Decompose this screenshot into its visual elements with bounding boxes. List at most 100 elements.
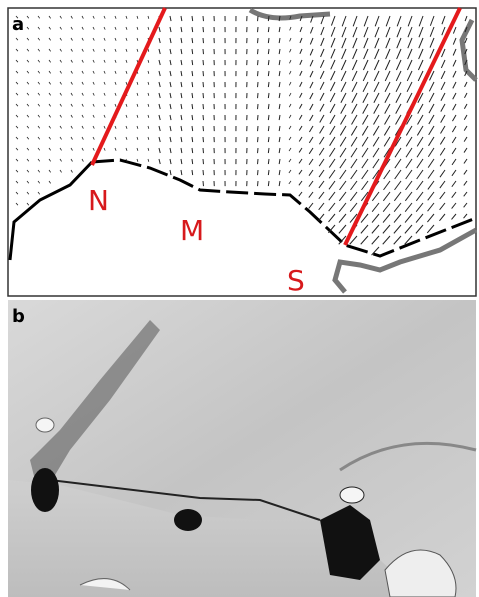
velocity-arrow xyxy=(169,59,172,66)
velocity-arrow xyxy=(267,59,270,66)
velocity-arrow xyxy=(191,147,194,154)
velocity-arrow xyxy=(371,224,380,234)
velocity-arrow xyxy=(372,147,380,158)
iceberg xyxy=(339,486,365,504)
velocity-arrow xyxy=(26,202,30,206)
velocity-arrow xyxy=(439,158,446,167)
velocity-arrow xyxy=(70,125,73,129)
velocity-arrow xyxy=(15,103,19,107)
velocity-arrow xyxy=(383,180,391,191)
velocity-arrow xyxy=(328,158,336,168)
velocity-arrow xyxy=(180,26,183,33)
velocity-arrow xyxy=(428,125,435,136)
velocity-arrow xyxy=(463,103,468,110)
velocity-arrow xyxy=(26,180,30,184)
velocity-arrow xyxy=(340,59,347,71)
velocity-arrow xyxy=(320,37,325,47)
velocity-arrow xyxy=(384,81,391,93)
velocity-arrow xyxy=(180,136,183,143)
velocity-arrow xyxy=(298,158,303,164)
velocity-arrow xyxy=(37,180,41,184)
velocity-arrow xyxy=(81,48,84,52)
velocity-arrow xyxy=(125,26,128,30)
velocity-arrow xyxy=(158,37,161,44)
velocity-arrow xyxy=(440,92,446,101)
velocity-arrow xyxy=(125,136,128,140)
velocity-arrow xyxy=(396,37,402,49)
velocity-arrow xyxy=(37,59,41,63)
velocity-arrow xyxy=(363,15,369,27)
velocity-arrow xyxy=(70,169,73,173)
velocity-arrow xyxy=(298,191,303,197)
velocity-arrow xyxy=(352,26,358,38)
velocity-arrow xyxy=(363,26,369,38)
ice-front xyxy=(49,479,321,521)
velocity-arrow xyxy=(81,15,84,19)
velocity-arrow xyxy=(289,37,292,42)
velocity-arrow xyxy=(372,169,380,180)
velocity-arrow xyxy=(418,37,424,49)
velocity-arrow xyxy=(147,114,150,118)
velocity-arrow xyxy=(114,103,117,107)
velocity-arrow xyxy=(418,48,424,60)
velocity-arrow xyxy=(103,125,106,129)
velocity-arrow xyxy=(349,235,358,245)
velocity-arrow xyxy=(451,191,457,198)
velocity-arrow xyxy=(278,158,281,165)
velocity-arrow xyxy=(191,70,194,77)
velocity-arrow xyxy=(48,48,51,52)
velocity-arrow xyxy=(395,103,402,114)
velocity-arrow xyxy=(451,158,457,166)
velocity-arrow xyxy=(318,213,325,221)
velocity-arrow xyxy=(158,103,161,110)
velocity-arrow xyxy=(169,114,172,121)
velocity-arrow xyxy=(288,180,292,185)
velocity-arrow xyxy=(169,48,172,55)
velocity-arrow xyxy=(15,125,19,129)
open-water xyxy=(320,505,380,580)
velocity-arrow xyxy=(267,103,270,110)
velocity-arrow xyxy=(26,147,30,151)
velocity-arrow xyxy=(48,169,51,173)
velocity-arrow xyxy=(136,147,139,151)
velocity-arrow xyxy=(37,37,41,41)
velocity-arrow xyxy=(81,136,84,140)
velocity-arrow xyxy=(350,136,358,147)
velocity-arrow xyxy=(341,15,347,27)
velocity-arrow xyxy=(278,103,281,110)
velocity-arrow xyxy=(158,70,161,77)
velocity-arrow xyxy=(349,213,358,223)
velocity-arrow xyxy=(278,169,281,176)
velocity-arrow xyxy=(407,37,413,49)
velocity-arrow xyxy=(308,202,314,209)
velocity-arrow xyxy=(59,136,62,140)
velocity-arrow xyxy=(191,114,194,121)
velocity-arrow xyxy=(15,180,19,184)
velocity-arrow xyxy=(169,125,172,132)
velocity-arrow xyxy=(393,191,402,202)
velocity-arrow xyxy=(15,136,19,140)
velocity-arrow xyxy=(362,92,369,103)
velocity-arrow xyxy=(37,191,41,195)
velocity-arrow xyxy=(374,48,380,60)
velocity-arrow xyxy=(26,103,30,107)
velocity-arrow xyxy=(59,15,62,19)
velocity-arrow xyxy=(299,70,303,76)
velocity-arrow xyxy=(147,26,150,30)
velocity-arrow xyxy=(439,180,446,189)
velocity-arrow xyxy=(394,158,402,169)
velocity-arrow xyxy=(136,26,139,30)
velocity-arrow xyxy=(191,169,194,176)
velocity-arrow xyxy=(439,213,446,222)
velocity-arrow xyxy=(340,103,347,114)
velocity-arrow xyxy=(407,48,413,60)
velocity-arrow xyxy=(114,70,117,74)
velocity-arrow xyxy=(15,81,19,85)
velocity-arrow xyxy=(374,26,380,38)
velocity-arrow xyxy=(373,81,380,93)
velocity-arrow xyxy=(191,136,194,143)
velocity-arrow xyxy=(452,59,457,67)
velocity-arrow xyxy=(318,202,325,211)
velocity-arrow xyxy=(37,125,41,129)
velocity-arrow xyxy=(451,180,457,188)
